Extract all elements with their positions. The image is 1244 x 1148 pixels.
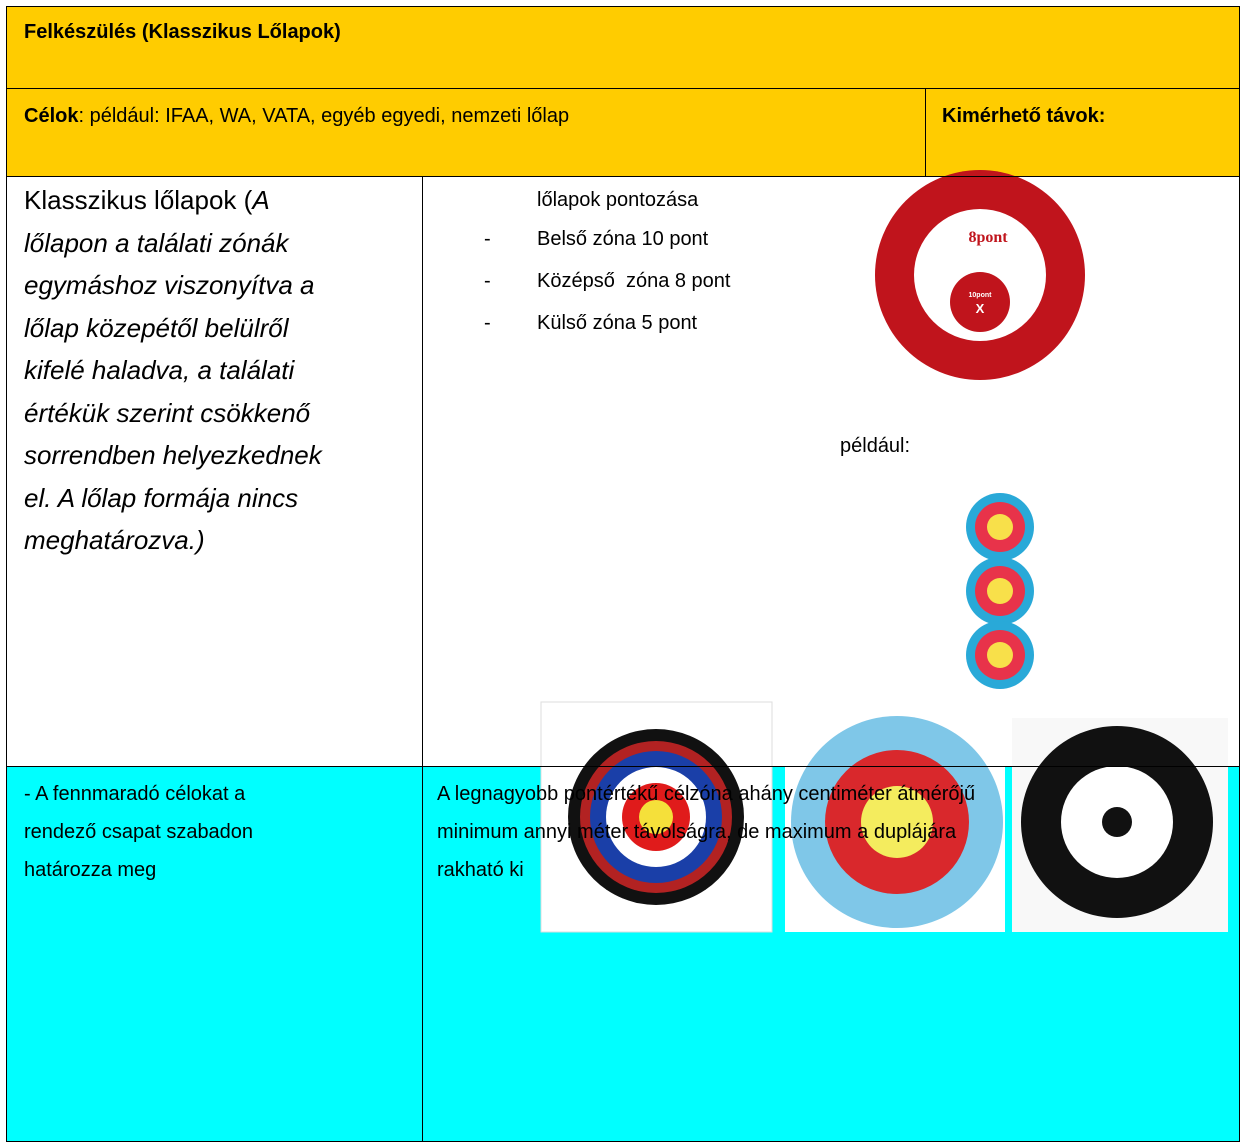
scoring-target: 5pont 8pont 10pont X	[875, 170, 1085, 380]
figure-label: 8pont	[968, 229, 1008, 246]
border	[6, 766, 1240, 767]
bottom-right-line: A legnagyobb pontértékű célzóna ahány ce…	[437, 783, 976, 805]
bullet: -	[484, 312, 491, 334]
description-line: meghatározva.)	[24, 525, 205, 555]
bottom-left-line: rendező csapat szabadon	[24, 821, 254, 843]
border	[422, 176, 423, 1142]
label: Célok	[24, 105, 79, 127]
border	[6, 6, 7, 1142]
small-targets	[966, 493, 1034, 689]
figure-label: 10pont	[969, 292, 993, 299]
border	[6, 176, 1240, 177]
figure-label: 5pont	[964, 211, 1013, 233]
header-title: Felkészülés (Klasszikus Lőlapok)	[24, 21, 341, 43]
heading: Klasszikus lőlapok (	[24, 185, 253, 215]
description-line: sorrendben helyezkednek	[24, 440, 322, 470]
description-line: el. A lőlap formája nincs	[24, 483, 299, 513]
bullet: -	[484, 228, 491, 250]
scoring-item: Belső zóna 10 pont	[537, 228, 709, 250]
distances: Kimérhető távok:	[942, 105, 1106, 127]
yellow-rows	[6, 6, 1240, 176]
border	[1239, 6, 1240, 1142]
bottom-right-line: rakható ki	[437, 859, 524, 881]
border	[6, 6, 1240, 7]
description-line: értékük szerint csökkenő	[24, 398, 311, 428]
description-line: egymáshoz viszonyítva a	[24, 270, 315, 300]
bottom-left-line: - A fennmaradó célokat a	[24, 783, 246, 805]
targets-line: Célok: például: IFAA, WA, VATA, egyéb eg…	[24, 104, 569, 128]
border	[6, 1141, 1240, 1142]
description-line: lőlap közepétől belülről	[24, 313, 289, 343]
border	[925, 88, 926, 176]
bullet: -	[484, 270, 491, 292]
scoring-title: lőlapok pontozása	[537, 189, 699, 211]
example: például:	[840, 435, 911, 457]
description-line: kifelé haladva, a találati	[24, 355, 295, 385]
scoring-item: Középső zóna 8 pont	[537, 270, 731, 292]
scoring-item: Külső zóna 5 pont	[537, 312, 698, 334]
description-line: lőlapon a találati zónák	[24, 228, 289, 258]
ifaa-target	[540, 701, 773, 933]
bottom-right-line: minimum annyi méter távolságra, de maxim…	[437, 821, 957, 843]
border	[6, 88, 1240, 89]
text: : például: IFAA, WA, VATA, egyéb egyedi,…	[78, 105, 570, 127]
black-target	[1012, 718, 1228, 932]
bottom-left-line: határozza meg	[24, 859, 157, 881]
wa-target	[785, 715, 1005, 932]
figure-label: X	[976, 301, 985, 316]
description-line: Klasszikus lőlapok (A	[24, 185, 270, 215]
description: A	[252, 185, 270, 215]
